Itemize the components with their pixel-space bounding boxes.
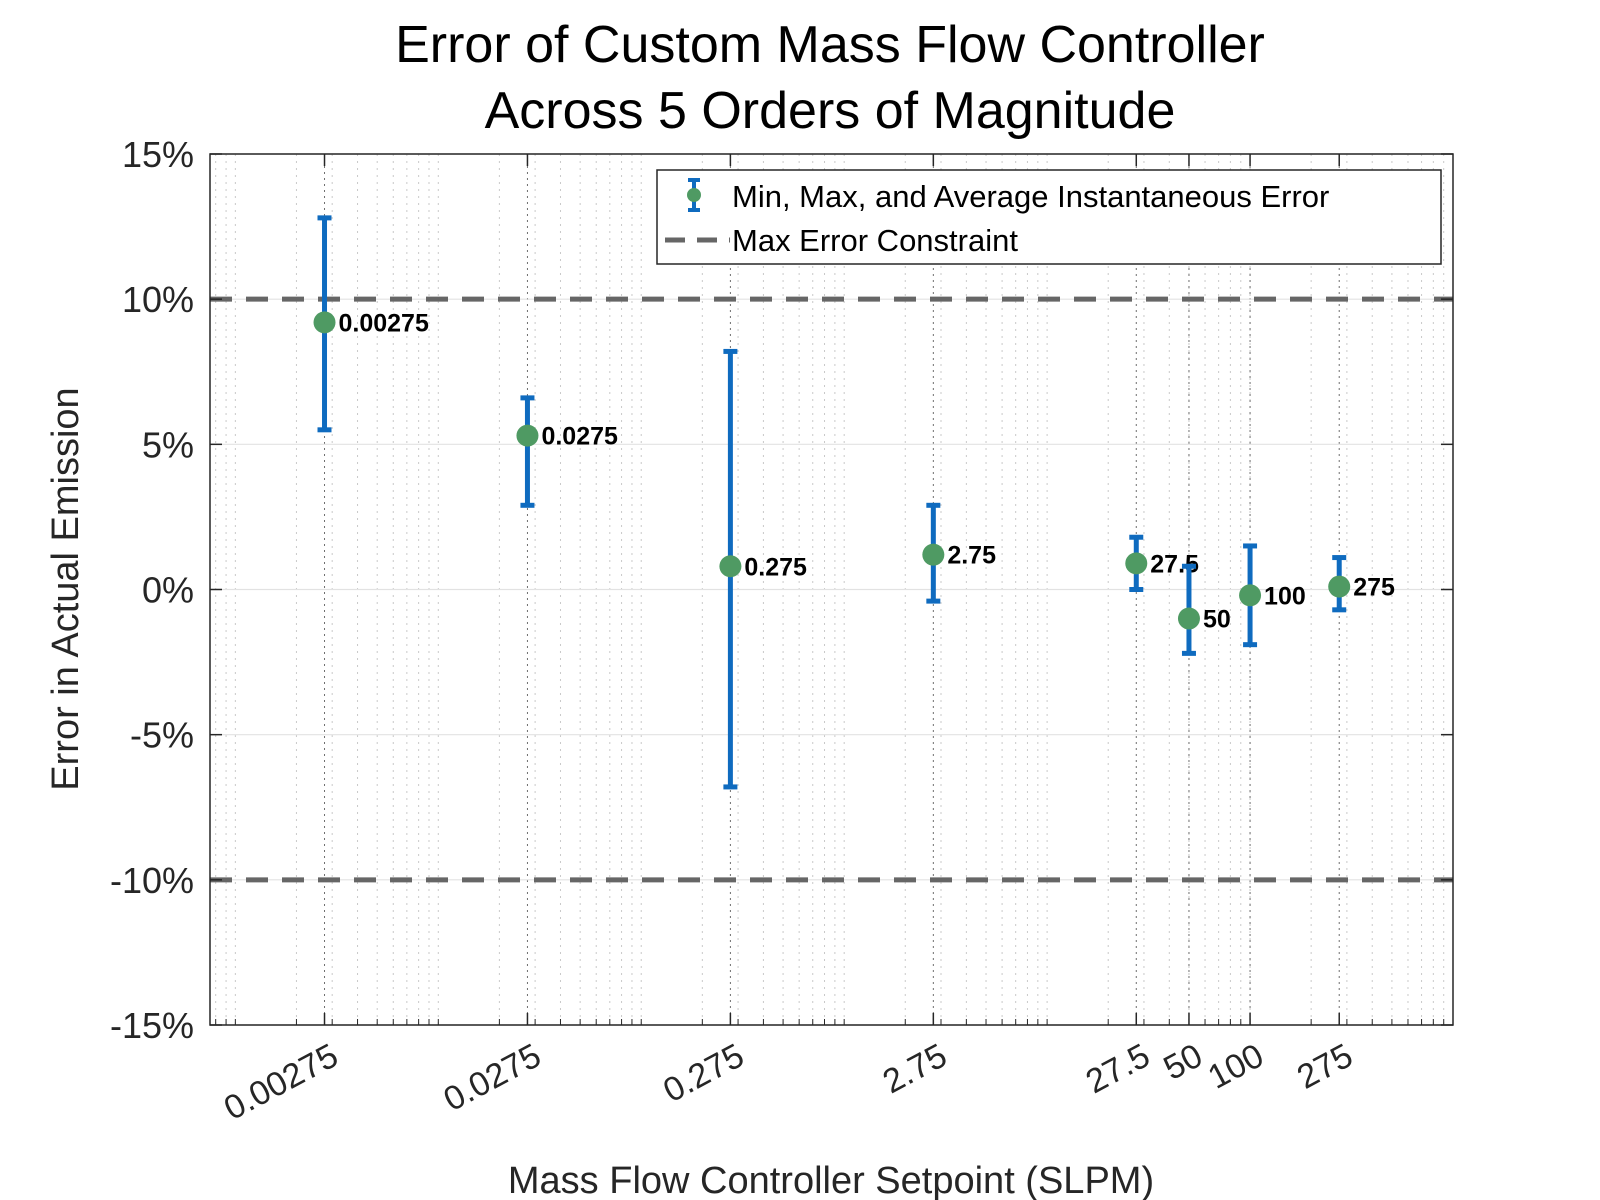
point-label: 2.75 [947, 542, 996, 570]
legend: Min, Max, and Average Instantaneous Erro… [656, 169, 1442, 265]
y-tick-label: -10% [110, 860, 194, 901]
point-label: 0.275 [744, 553, 807, 581]
error-bar-point: 100 [1239, 543, 1306, 648]
x-tick-label: 0.275 [657, 1037, 750, 1111]
average-marker [719, 555, 742, 578]
x-tick-label: 27.5 [1080, 1037, 1156, 1102]
error-bar-point: 0.275 [719, 348, 807, 790]
error-bar-point: 0.0275 [516, 395, 618, 508]
axis-ticks [210, 153, 1454, 1026]
point-label: 0.00275 [339, 309, 429, 337]
error-bar-point: 275 [1328, 555, 1395, 613]
x-tick-label: 50 [1157, 1037, 1208, 1088]
point-label: 275 [1353, 574, 1395, 602]
x-tick-label: 0.0275 [438, 1037, 548, 1119]
y-tick-label: 10% [122, 279, 194, 320]
point-label: 100 [1264, 582, 1306, 610]
average-marker [1177, 607, 1200, 630]
average-marker [313, 311, 336, 334]
error-bar-point: 0.00275 [313, 215, 429, 433]
chart-subtitle: Across 5 Orders of Magnitude [485, 82, 1176, 140]
y-axis-label: Error in Actual Emission [45, 387, 87, 790]
y-tick-label: -15% [110, 1005, 194, 1046]
y-tick-label: 15% [122, 134, 194, 175]
x-tick-label: 275 [1291, 1037, 1359, 1097]
legend-entry-errorbars: Min, Max, and Average Instantaneous Erro… [732, 179, 1329, 214]
x-tick-label: 0.00275 [218, 1037, 344, 1128]
average-marker [922, 543, 945, 566]
legend-box [656, 169, 1442, 265]
grid [210, 153, 1454, 1026]
legend-entry-constraint: Max Error Constraint [732, 223, 1018, 258]
x-tick-label: 2.75 [877, 1037, 953, 1102]
error-bar-point: 50 [1177, 563, 1231, 656]
constraint-lines [210, 296, 1453, 883]
error-bar-point: 2.75 [922, 502, 996, 604]
average-marker [1125, 552, 1148, 575]
y-tick-label: 0% [142, 570, 194, 611]
chart-title: Error of Custom Mass Flow Controller [395, 16, 1265, 74]
y-tick-labels: -15% -10% -5% 0% 5% 10% 15% [110, 134, 194, 1046]
point-label: 0.0275 [541, 423, 618, 451]
legend-errorbar-icon [687, 178, 701, 212]
x-axis-label: Mass Flow Controller Setpoint (SLPM) [508, 1160, 1154, 1200]
average-marker [1328, 575, 1351, 598]
average-marker [516, 424, 539, 447]
point-label: 50 [1203, 606, 1231, 634]
average-marker [1239, 584, 1262, 607]
x-tick-label: 100 [1202, 1037, 1270, 1097]
y-tick-label: -5% [130, 715, 194, 756]
y-tick-label: 5% [142, 424, 194, 465]
